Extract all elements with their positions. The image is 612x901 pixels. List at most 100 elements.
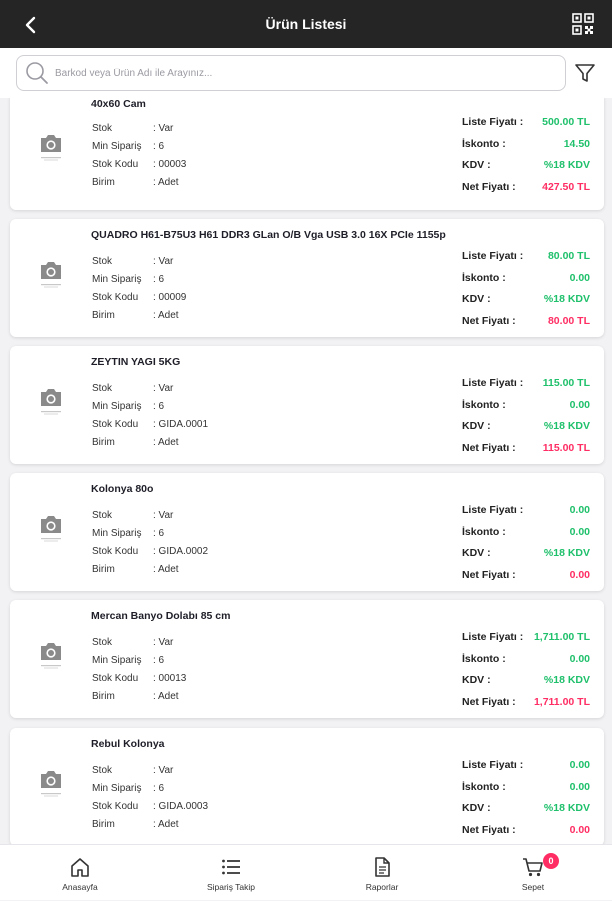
vat-label: KDV : bbox=[462, 293, 491, 305]
stock-value: : Var bbox=[153, 765, 174, 776]
discount-value: 0.00 bbox=[569, 652, 590, 665]
net-price-value: 80.00 TL bbox=[547, 314, 590, 327]
product-card[interactable]: Rebul Kolonya Stok: Var Min Sipariş: 6 S… bbox=[10, 728, 604, 844]
camera-icon bbox=[41, 516, 61, 542]
list-price-value: 115.00 TL bbox=[542, 377, 590, 389]
list-price-label: Liste Fiyatı : bbox=[462, 116, 524, 128]
product-list[interactable]: 40x60 Cam Stok: Var Min Sipariş: 6 Stok … bbox=[0, 98, 612, 844]
unit-label: Birim bbox=[92, 819, 115, 830]
stock-code-value: : 00009 bbox=[153, 292, 187, 303]
stock-code-value: : GIDA.0003 bbox=[153, 801, 209, 812]
product-name: Kolonya 80o bbox=[91, 483, 154, 495]
stock-label: Stok bbox=[92, 123, 113, 134]
list-price-value: 0.00 bbox=[569, 504, 590, 516]
vat-value: %18 KDV bbox=[543, 293, 590, 305]
stock-value: : Var bbox=[153, 637, 174, 648]
list-price-value: 0.00 bbox=[569, 759, 590, 771]
stock-value: : Var bbox=[153, 510, 174, 521]
vat-value: %18 KDV bbox=[543, 802, 590, 814]
list-price-label: Liste Fiyatı : bbox=[462, 759, 524, 771]
stock-label: Stok bbox=[92, 256, 113, 267]
page-title: Ürün Listesi bbox=[265, 16, 347, 32]
product-card[interactable]: Kolonya 80o Stok: Var Min Sipariş: 6 Sto… bbox=[10, 473, 604, 591]
qr-code-icon bbox=[572, 13, 594, 35]
product-info: Stok: Var Min Sipariş: 6 Stok Kodu: 0000… bbox=[92, 253, 186, 325]
product-card[interactable]: ZEYTIN YAGI 5KG Stok: Var Min Sipariş: 6… bbox=[10, 346, 604, 464]
product-name: 40x60 Cam bbox=[91, 98, 146, 110]
list-price-label: Liste Fiyatı : bbox=[462, 504, 524, 516]
list-price-value: 80.00 TL bbox=[547, 250, 590, 262]
discount-label: İskonto : bbox=[462, 137, 506, 150]
vat-value: %18 KDV bbox=[543, 420, 590, 432]
search-icon bbox=[26, 62, 48, 84]
unit-label: Birim bbox=[92, 177, 115, 188]
camera-icon bbox=[41, 771, 61, 797]
discount-label: İskonto : bbox=[462, 398, 506, 411]
list-price-label: Liste Fiyatı : bbox=[462, 377, 524, 389]
vat-label: KDV : bbox=[462, 674, 491, 686]
discount-value: 0.00 bbox=[569, 398, 590, 411]
nav-orders[interactable]: Sipariş Takip bbox=[171, 845, 291, 901]
discount-label: İskonto : bbox=[462, 525, 506, 538]
stock-code-value: : 00013 bbox=[153, 673, 187, 684]
nav-reports[interactable]: Raporlar bbox=[322, 845, 442, 901]
min-order-value: : 6 bbox=[153, 783, 165, 794]
vat-value: %18 KDV bbox=[543, 674, 590, 686]
qr-scan-button[interactable] bbox=[572, 13, 594, 35]
vat-label: KDV : bbox=[462, 159, 491, 171]
back-button[interactable] bbox=[18, 12, 44, 38]
nav-cart[interactable]: 0 Sepet bbox=[473, 845, 593, 901]
product-info: Stok: Var Min Sipariş: 6 Stok Kodu: 0000… bbox=[92, 120, 186, 192]
stock-value: : Var bbox=[153, 383, 174, 394]
min-order-label: Min Sipariş bbox=[92, 274, 142, 285]
stock-code-label: Stok Kodu bbox=[92, 292, 139, 303]
unit-label: Birim bbox=[92, 310, 115, 321]
stock-code-label: Stok Kodu bbox=[92, 159, 139, 170]
price-block: Liste Fiyatı : 80.00 TL İskonto : 0.00 KDV… bbox=[462, 246, 590, 332]
min-order-label: Min Sipariş bbox=[92, 528, 142, 539]
list-price-label: Liste Fiyatı : bbox=[462, 250, 524, 262]
unit-value: : Adet bbox=[153, 177, 179, 188]
discount-value: 14.50 bbox=[563, 137, 590, 150]
product-card[interactable]: QUADRO H61-B75U3 H61 DDR3 GLan O/B Vga U… bbox=[10, 219, 604, 337]
net-price-label: Net Fiyatı : bbox=[462, 314, 516, 327]
min-order-label: Min Sipariş bbox=[92, 783, 142, 794]
discount-label: İskonto : bbox=[462, 652, 506, 665]
filter-button[interactable] bbox=[574, 62, 596, 84]
filter-icon bbox=[575, 64, 595, 82]
stock-label: Stok bbox=[92, 637, 113, 648]
product-name: ZEYTIN YAGI 5KG bbox=[91, 356, 181, 368]
nav-home-label: Anasayfa bbox=[62, 882, 98, 892]
list-price-value: 500.00 TL bbox=[542, 116, 590, 128]
product-card[interactable]: 40x60 Cam Stok: Var Min Sipariş: 6 Stok … bbox=[10, 98, 604, 210]
product-info: Stok: Var Min Sipariş: 6 Stok Kodu: GIDA… bbox=[92, 507, 208, 579]
product-card[interactable]: Mercan Banyo Dolabı 85 cm Stok: Var Min … bbox=[10, 600, 604, 718]
camera-icon bbox=[41, 262, 61, 288]
product-name: QUADRO H61-B75U3 H61 DDR3 GLan O/B Vga U… bbox=[91, 229, 446, 241]
vat-value: %18 KDV bbox=[543, 547, 590, 559]
stock-code-label: Stok Kodu bbox=[92, 546, 139, 557]
net-price-value: 1,711.00 TL bbox=[533, 695, 590, 708]
nav-home[interactable]: Anasayfa bbox=[20, 845, 140, 901]
search-box[interactable] bbox=[16, 55, 566, 91]
min-order-label: Min Sipariş bbox=[92, 401, 142, 412]
back-arrow-icon bbox=[25, 16, 36, 34]
min-order-label: Min Sipariş bbox=[92, 655, 142, 666]
list-icon bbox=[222, 859, 240, 875]
discount-value: 0.00 bbox=[569, 525, 590, 538]
stock-value: : Var bbox=[153, 256, 174, 267]
net-price-value: 0.00 bbox=[569, 823, 590, 836]
unit-value: : Adet bbox=[153, 691, 179, 702]
product-name: Rebul Kolonya bbox=[91, 738, 165, 750]
net-price-label: Net Fiyatı : bbox=[462, 823, 516, 836]
camera-icon bbox=[41, 389, 61, 415]
vat-label: KDV : bbox=[462, 547, 491, 559]
stock-code-label: Stok Kodu bbox=[92, 419, 139, 430]
nav-reports-label: Raporlar bbox=[365, 882, 399, 892]
min-order-value: : 6 bbox=[153, 141, 165, 152]
price-block: Liste Fiyatı : 0.00 İskonto : 0.00 KDV : %1… bbox=[462, 755, 590, 841]
min-order-value: : 6 bbox=[153, 528, 165, 539]
search-input[interactable] bbox=[55, 67, 535, 79]
unit-value: : Adet bbox=[153, 310, 179, 321]
nav-orders-label: Sipariş Takip bbox=[206, 882, 256, 892]
